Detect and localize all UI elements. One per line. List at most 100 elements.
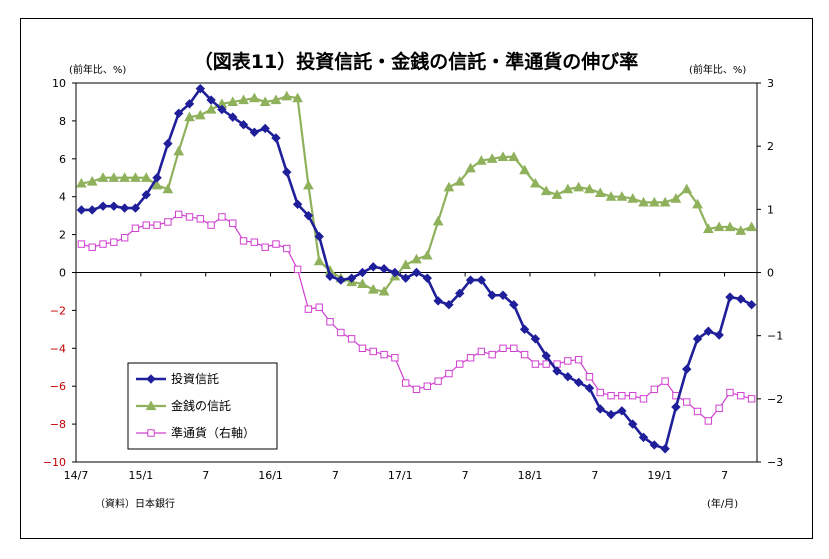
data-point-diamond xyxy=(163,138,173,149)
data-point-triangle xyxy=(270,94,282,105)
data-point-square xyxy=(131,224,140,232)
data-point-square xyxy=(401,379,410,387)
data-point-diamond xyxy=(746,300,757,310)
data-point-square xyxy=(510,344,518,353)
data-point-triangle xyxy=(540,185,552,196)
x-tick-label: 7 xyxy=(332,469,339,482)
data-point-triangle xyxy=(411,253,422,264)
data-point-diamond xyxy=(617,406,627,416)
data-point-diamond xyxy=(76,205,87,215)
x-tick-label: 17/1 xyxy=(388,469,413,482)
data-point-diamond xyxy=(422,273,433,283)
data-point-square xyxy=(737,391,745,400)
data-point-square xyxy=(326,318,334,326)
data-point-triangle xyxy=(551,189,563,199)
data-point-square xyxy=(726,388,734,397)
data-point-triangle xyxy=(746,221,757,232)
data-point-triangle xyxy=(184,111,195,122)
right-tick-label: 3 xyxy=(767,77,774,90)
data-point-diamond xyxy=(303,210,314,221)
data-point-triangle xyxy=(594,187,606,198)
data-point-diamond xyxy=(541,351,551,361)
data-point-diamond xyxy=(444,300,454,310)
data-point-diamond xyxy=(260,123,270,134)
data-point-diamond xyxy=(563,372,573,382)
data-point-triangle xyxy=(659,196,671,207)
data-point-diamond xyxy=(379,264,389,274)
data-point-square xyxy=(423,382,432,390)
right-tick-label: −2 xyxy=(767,393,783,406)
data-point-diamond xyxy=(487,290,497,300)
data-point-diamond xyxy=(152,173,162,183)
data-point-diamond xyxy=(682,364,692,374)
data-point-triangle xyxy=(378,285,390,296)
data-point-diamond xyxy=(141,190,151,200)
x-tick-label: 14/7 xyxy=(64,469,89,482)
data-point-triangle xyxy=(357,278,368,288)
data-point-triangle xyxy=(519,164,530,175)
data-point-square xyxy=(499,344,507,353)
legend-marker-diamond xyxy=(146,374,156,384)
data-point-diamond xyxy=(249,127,260,137)
data-point-square xyxy=(618,391,626,400)
data-point-diamond xyxy=(703,326,714,336)
series-triangle xyxy=(76,90,757,296)
data-point-square xyxy=(153,221,161,229)
data-point-square xyxy=(358,344,367,353)
data-point-diamond xyxy=(736,294,746,304)
data-point-diamond xyxy=(368,262,378,272)
data-point-triangle xyxy=(227,96,239,107)
data-point-square xyxy=(704,417,713,425)
data-point-triangle xyxy=(530,177,541,188)
data-point-square xyxy=(272,240,280,248)
chart-title: （図表11）投資信託・金銭の信託・準通貨の伸び率 xyxy=(194,50,638,73)
data-point-square xyxy=(174,210,183,219)
data-point-square xyxy=(477,347,486,356)
data-point-square xyxy=(347,335,356,343)
data-point-triangle xyxy=(119,172,130,182)
data-point-square xyxy=(164,218,172,226)
data-point-diamond xyxy=(584,383,595,393)
series-layer xyxy=(76,83,757,454)
data-point-square xyxy=(315,303,323,311)
data-point-square xyxy=(88,243,96,251)
chart-svg: （図表11）投資信託・金銭の信託・準通貨の伸び率 (前年比、%) (前年比、%)… xyxy=(43,50,783,510)
data-point-triangle xyxy=(292,92,303,103)
data-point-triangle xyxy=(313,255,325,266)
data-point-square xyxy=(466,354,475,362)
right-tick-label: 1 xyxy=(767,203,774,216)
source-note: （資料）日本銀行 xyxy=(95,497,175,510)
data-point-diamond xyxy=(314,231,324,242)
chart-frame: （図表11）投資信託・金銭の信託・準通貨の伸び率 (前年比、%) (前年比、%)… xyxy=(20,18,813,539)
x-tick-label: 15/1 xyxy=(129,469,154,482)
data-point-triangle xyxy=(703,223,714,234)
right-axis: 3 2 1 0 −1 −2 −3 xyxy=(757,77,783,469)
data-point-triangle xyxy=(573,181,584,192)
data-point-diamond xyxy=(638,432,649,443)
data-point-triangle xyxy=(303,179,314,190)
data-point-triangle xyxy=(162,183,174,194)
data-point-square xyxy=(293,265,302,274)
data-point-square xyxy=(239,237,248,245)
data-point-diamond xyxy=(292,199,303,209)
data-point-square xyxy=(445,369,453,378)
data-point-triangle xyxy=(476,155,487,165)
left-tick-label: −4 xyxy=(50,342,66,355)
data-point-square xyxy=(585,373,594,381)
data-point-triangle xyxy=(638,196,649,207)
data-point-diamond xyxy=(238,119,249,130)
data-point-triangle xyxy=(497,151,509,162)
data-point-square xyxy=(99,240,107,248)
data-point-triangle xyxy=(735,225,747,235)
data-point-diamond xyxy=(692,334,703,344)
data-point-diamond xyxy=(206,95,216,105)
data-point-diamond xyxy=(530,334,541,344)
data-point-square xyxy=(520,350,529,359)
data-point-square xyxy=(683,398,691,406)
data-point-square xyxy=(531,360,540,368)
data-point-square xyxy=(488,350,496,359)
data-point-triangle xyxy=(367,284,379,294)
data-point-diamond xyxy=(98,201,108,211)
series-square xyxy=(77,210,756,425)
